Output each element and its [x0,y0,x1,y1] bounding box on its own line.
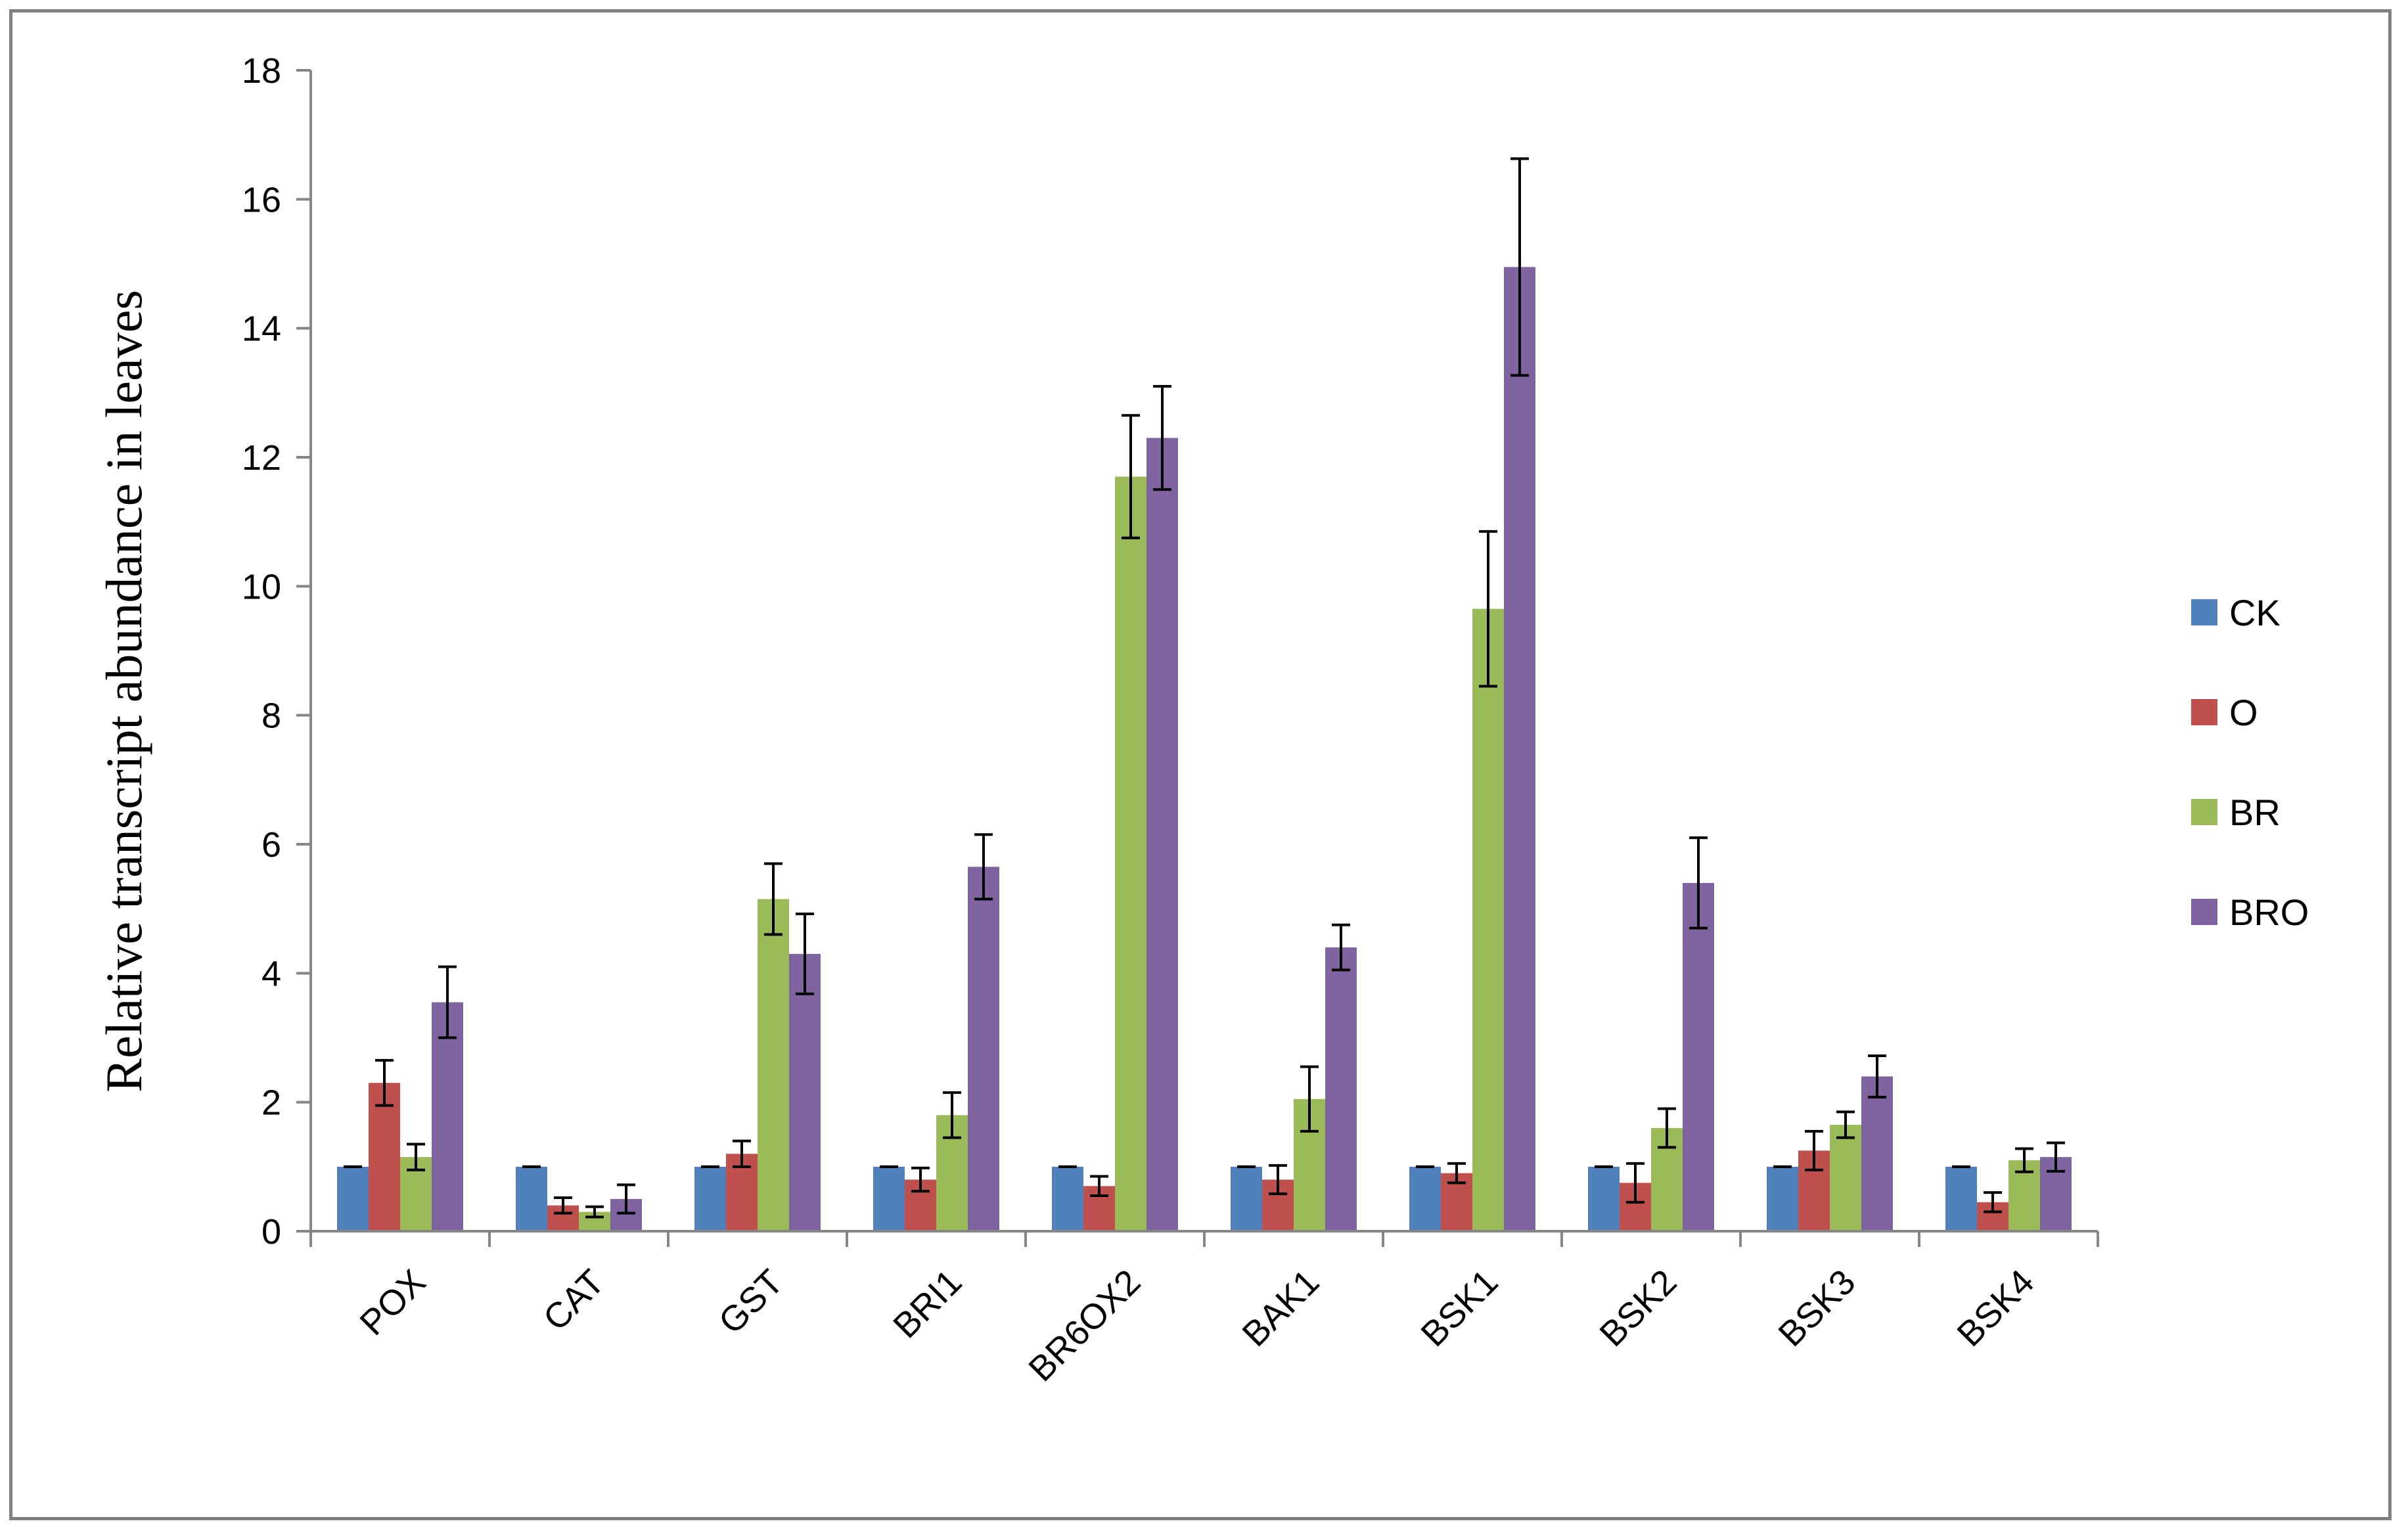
y-tick-label: 18 [242,51,281,91]
y-tick-label: 4 [261,954,281,993]
x-tick-label-gst: GST [712,1262,791,1342]
bar-bro-gst [789,953,821,1231]
error-bar-o-bsk2 [1626,1162,1645,1204]
error-bar-bro-bsk1 [1510,157,1529,377]
x-tick-label-br6ox2: BR6OX2 [1021,1262,1148,1389]
bar-ck-bsk2 [1588,1166,1620,1231]
bar-bro-bsk3 [1861,1076,1893,1231]
error-bar-bro-bsk3 [1868,1054,1886,1098]
bar-ck-bsk1 [1409,1166,1441,1231]
bar-br-gst [758,899,789,1231]
legend-label-bro: BRO [2229,892,2309,933]
y-tick-label: 10 [242,567,281,606]
bar-ck-bri1 [873,1166,905,1231]
legend-item-ck: CK [2191,592,2281,633]
y-tick-label: 2 [261,1083,281,1123]
legend-item-bro: BRO [2191,892,2309,933]
bar-bro-bsk1 [1504,267,1535,1231]
error-bar-bro-bsk2 [1689,836,1708,930]
bar-ck-br6ox2 [1052,1166,1083,1231]
bar-ck-bsk4 [1945,1166,1977,1231]
error-bar-br-bsk2 [1658,1107,1676,1149]
legend-label-br: BR [2229,792,2281,833]
bar-br-bsk1 [1472,608,1504,1231]
bar-bro-br6ox2 [1146,438,1178,1231]
chart-frame [9,9,2392,1520]
y-tick-label: 0 [261,1212,281,1252]
error-bar-o-bsk3 [1805,1129,1823,1171]
bar-bro-bak1 [1325,947,1357,1231]
x-tick-label-bri1: BRI1 [886,1262,969,1346]
bar-ck-bak1 [1231,1166,1262,1231]
bar-ck-cat [516,1166,547,1231]
error-bar-bro-bri1 [974,833,993,901]
error-bar-br-bsk1 [1479,530,1497,688]
legend-item-br: BR [2191,792,2281,833]
bar-ck-pox [337,1166,369,1231]
y-axis-title: Relative transcript abundance in leaves [95,290,152,1093]
legend-label-o: O [2229,692,2258,733]
error-bar-o-gst [733,1139,751,1168]
error-bar-bro-cat [617,1183,635,1215]
error-bar-br-bak1 [1300,1065,1319,1133]
error-bar-br-pox [407,1143,425,1171]
legend: CK O BR BRO [2191,592,2309,933]
error-bar-o-br6ox2 [1090,1175,1108,1198]
bar-br-br6ox2 [1115,476,1146,1232]
bar-ck-gst [694,1166,726,1231]
y-tick-label: 16 [242,180,281,219]
error-bar-o-bak1 [1269,1164,1287,1196]
y-tick-label: 14 [242,309,281,349]
bar-br-bsk3 [1830,1125,1861,1231]
legend-swatch-ck [2191,599,2217,625]
error-bar-br-gst [764,862,783,936]
error-bar-o-cat [554,1196,572,1215]
error-bar-br-bsk4 [2015,1147,2033,1173]
x-tick-label-bsk1: BSK1 [1413,1262,1505,1354]
legend-label-ck: CK [2229,592,2281,633]
bar-bro-bsk2 [1683,882,1714,1231]
bars-layer [337,267,2072,1232]
x-tick-label-bsk4: BSK4 [1949,1262,2041,1354]
x-tick-label-cat: CAT [536,1262,612,1338]
bar-bro-bri1 [968,867,999,1231]
legend-swatch-o [2191,699,2217,725]
legend-item-o: O [2191,692,2258,733]
y-tick-label: 12 [242,438,281,478]
error-bar-bro-bsk4 [2047,1141,2065,1173]
x-tick-label-bak1: BAK1 [1235,1262,1327,1354]
error-bar-bro-pox [438,965,457,1039]
y-tick-label: 8 [261,696,281,736]
x-tick-label-bsk2: BSK2 [1592,1262,1684,1354]
legend-swatch-br [2191,799,2217,825]
bar-bro-pox [432,1002,463,1231]
x-tick-label-pox: POX [352,1262,433,1343]
error-bar-br-br6ox2 [1122,414,1140,539]
error-bars-layer [344,157,2065,1219]
bar-ck-bsk3 [1767,1166,1798,1231]
error-bar-o-bsk4 [1984,1191,2002,1213]
error-bar-bro-bak1 [1332,923,1350,972]
error-bar-o-bri1 [911,1166,930,1193]
error-bar-o-bsk1 [1447,1162,1466,1185]
error-bar-br-bri1 [943,1091,961,1139]
error-bar-o-pox [375,1058,394,1107]
legend-swatch-bro [2191,899,2217,925]
bar-o-pox [369,1083,400,1231]
y-tick-label: 6 [261,825,281,865]
error-bar-br-bsk3 [1836,1110,1855,1139]
x-tick-label-bsk3: BSK3 [1771,1262,1863,1354]
error-bar-bro-br6ox2 [1153,385,1171,491]
error-bar-br-cat [585,1205,604,1219]
error-bar-bro-gst [796,913,814,995]
